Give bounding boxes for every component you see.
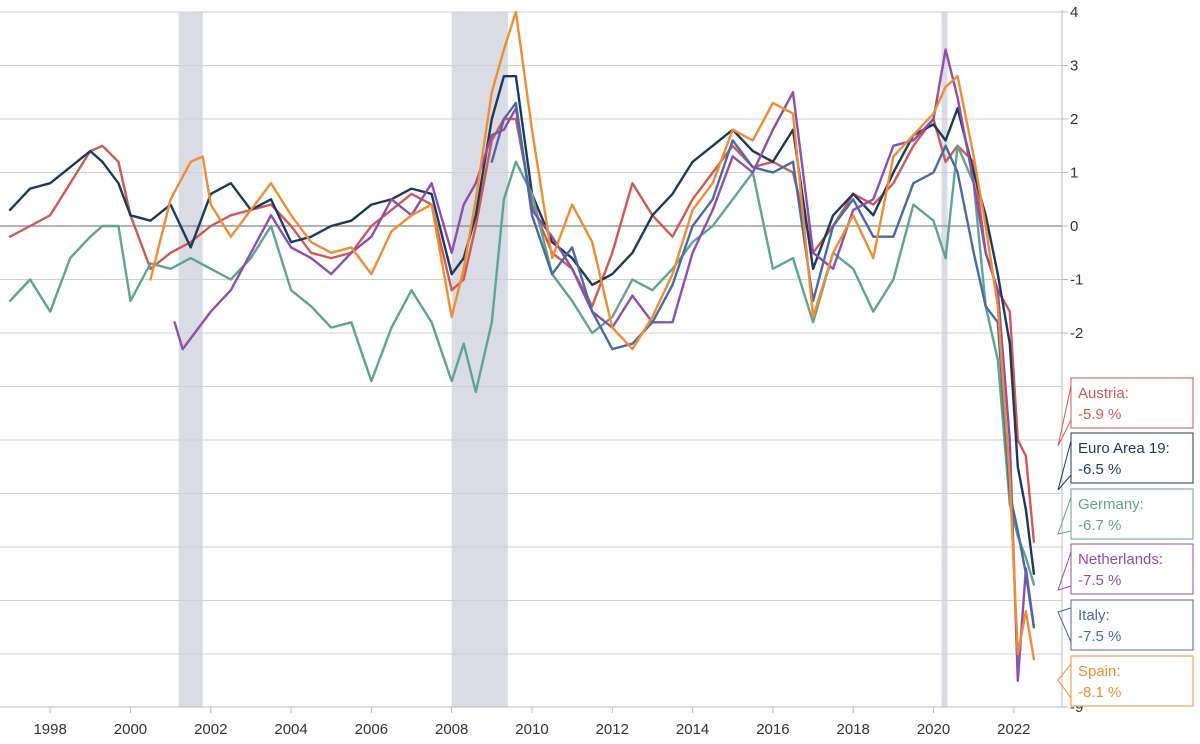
end-label-box [1070, 543, 1194, 595]
end-label-value: -7.5 % [1078, 628, 1121, 645]
series-line-italy [490, 101, 1036, 629]
y-tick-label: -1 [1070, 272, 1083, 289]
end-label-netherlands: Netherlands: -7.5 % [1057, 543, 1194, 595]
recession-band [941, 12, 948, 707]
y-tick-label: 3 [1070, 58, 1078, 75]
x-tick-label: 2020 [917, 721, 950, 738]
x-tick-label: 2004 [274, 721, 307, 738]
end-label-value: -5.9 % [1078, 406, 1121, 423]
y-tick-label: -2 [1070, 325, 1083, 342]
end-label-value: -6.7 % [1078, 517, 1121, 534]
end-label-name: Spain: [1078, 663, 1121, 680]
y-tick-label: 1 [1070, 165, 1078, 182]
y-tick-label: 4 [1070, 4, 1078, 21]
end-label-box [1070, 432, 1194, 484]
end-label-value: -7.5 % [1078, 572, 1121, 589]
end-label-pointer [1057, 551, 1072, 591]
end-label-name: Euro Area 19: [1078, 440, 1170, 457]
end-label-name: Austria: [1078, 385, 1129, 402]
end-label-name: Germany: [1078, 496, 1144, 513]
x-tick-label: 2016 [756, 721, 789, 738]
series-line-germany [8, 144, 1036, 586]
x-tick-label: 1998 [33, 721, 66, 738]
end-label-value: -6.5 % [1078, 461, 1121, 478]
end-label-box [1070, 655, 1194, 707]
end-label-italy: Italy: -7.5 % [1057, 599, 1194, 651]
end-label-name: Italy: [1078, 607, 1110, 624]
x-tick-label: 2000 [114, 721, 147, 738]
end-label-box [1070, 377, 1194, 429]
end-label-pointer [1057, 496, 1072, 535]
x-tick-label: 2022 [997, 721, 1030, 738]
end-label-name: Netherlands: [1078, 551, 1163, 568]
end-label-euro-area-19: Euro Area 19: -6.5 % [1057, 432, 1194, 491]
end-label-pointer [1057, 607, 1072, 643]
y-tick-label: 0 [1070, 218, 1078, 235]
end-label-box [1070, 488, 1194, 540]
end-label-austria: Austria: -5.9 % [1057, 377, 1194, 447]
recession-band [451, 12, 508, 707]
end-label-pointer [1057, 385, 1072, 447]
x-tick-label: 2008 [435, 721, 468, 738]
end-label-pointer [1057, 440, 1072, 491]
x-tick-label: 2012 [596, 721, 629, 738]
y-tick-label: 2 [1070, 111, 1078, 128]
gridlines [0, 11, 1062, 655]
end-labels: Austria: -5.9 % Euro Area 19: -6.5 % Germany… [1057, 377, 1194, 707]
series-lines [8, 10, 1036, 682]
end-label-spain: Spain: -8.1 % [1057, 655, 1194, 707]
x-tick-label: 2010 [515, 721, 548, 738]
x-tick-label: 2018 [837, 721, 870, 738]
end-label-pointer [1057, 663, 1072, 699]
recession-bands [178, 12, 948, 707]
end-label-box [1070, 599, 1194, 651]
series-line-spain [149, 10, 1036, 661]
x-tick-label: 2014 [676, 721, 709, 738]
recession-band [178, 12, 203, 707]
x-tick-label: 2002 [194, 721, 227, 738]
end-label-germany: Germany: -6.7 % [1057, 488, 1194, 540]
x-tick-label: 2006 [355, 721, 388, 738]
end-label-value: -8.1 % [1078, 684, 1121, 701]
